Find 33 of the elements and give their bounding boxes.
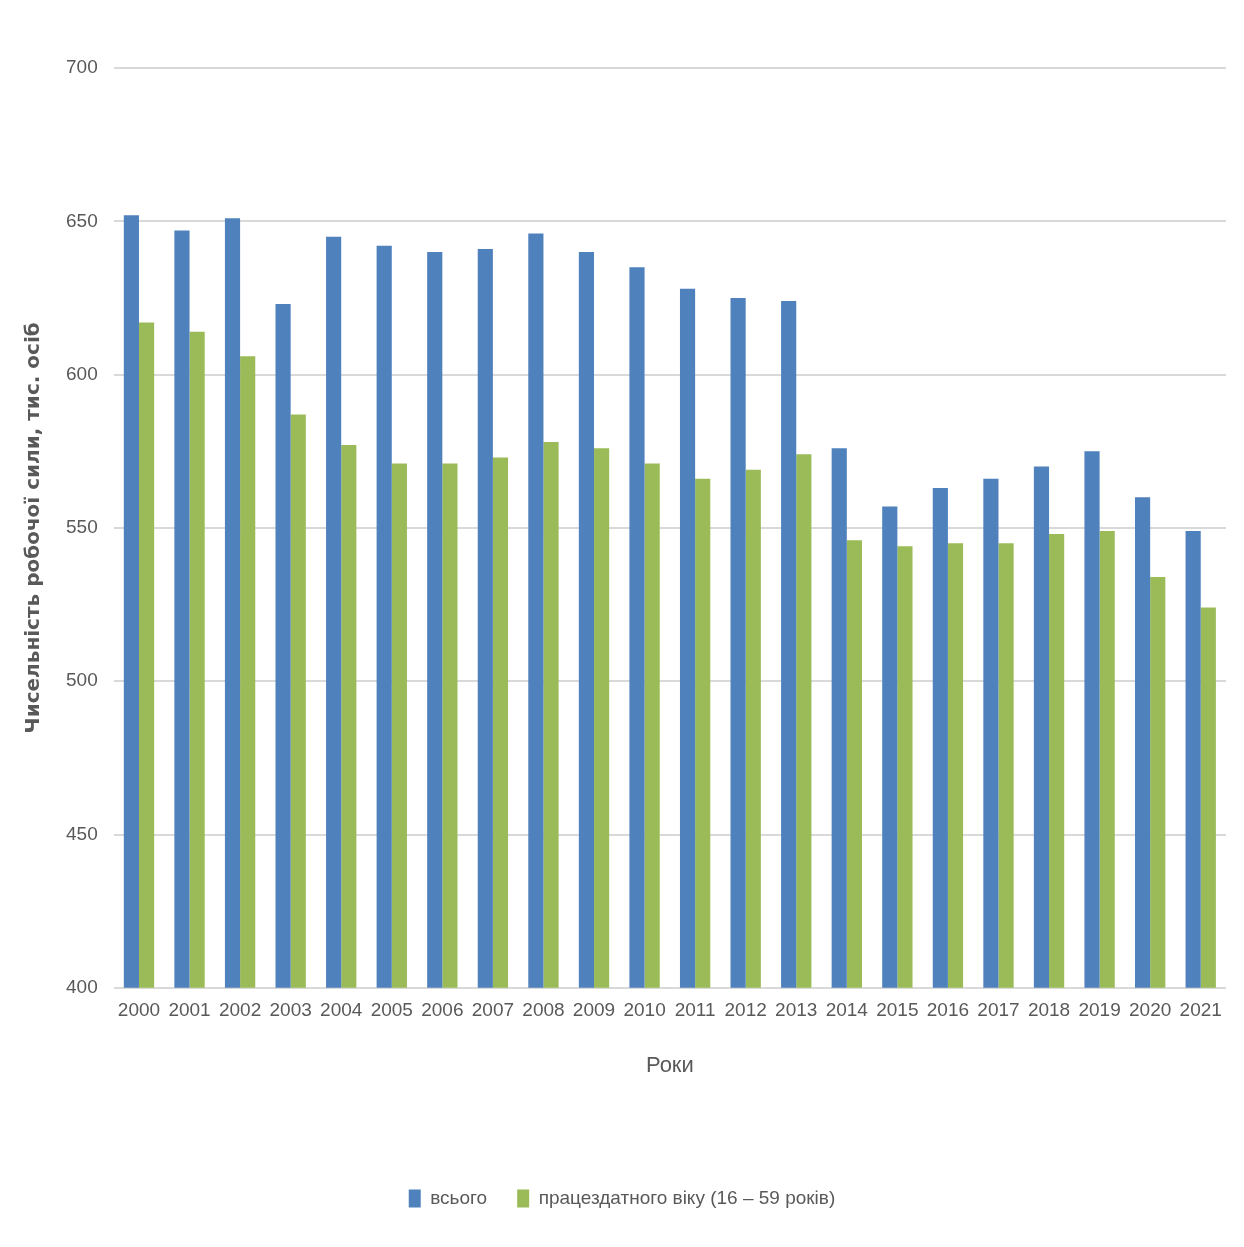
x-tick-label: 2009 [572,999,616,1021]
legend-label: всього [430,1186,488,1208]
y-tick-label: 550 [66,516,98,538]
y-tick-label: 500 [66,669,98,691]
x-tick-label: 2017 [977,999,1020,1021]
x-axis-title: Роки [645,1051,694,1077]
x-tick-label: 2012 [724,999,767,1021]
x-tick-label: 2013 [775,999,818,1021]
x-tick-label: 2015 [876,999,919,1021]
x-tick-label: 2014 [825,999,869,1021]
x-tick-label: 2004 [320,999,363,1021]
x-tick-label: 2018 [1027,999,1071,1021]
x-tick-label: 2011 [674,999,716,1021]
y-axis-title: Чисельність робочої сили, тис. осіб [20,322,45,734]
x-tick-label: 2019 [1078,999,1121,1021]
x-tick-label: 2010 [623,999,666,1021]
x-tick-label: 2020 [1129,999,1172,1021]
x-tick-label: 2002 [218,999,262,1021]
y-tick-label: 650 [66,209,98,231]
x-tick-label: 2005 [370,999,413,1021]
x-tick-label: 2016 [926,999,970,1021]
y-tick-label: 600 [66,362,98,384]
x-tick-label: 2001 [168,999,211,1021]
legend-label: працездатного віку (16 – 59 років) [538,1186,836,1208]
x-tick-label: 2000 [117,999,161,1021]
x-tick-label: 2008 [522,999,565,1021]
x-tick-label: 2007 [471,999,515,1021]
x-tick-label: 2006 [421,999,464,1021]
y-tick-label: 700 [66,56,98,78]
y-tick-label: 400 [66,976,98,998]
y-tick-label: 450 [66,822,98,844]
x-tick-label: 2021 [1179,999,1222,1021]
x-tick-label: 2003 [269,999,312,1021]
